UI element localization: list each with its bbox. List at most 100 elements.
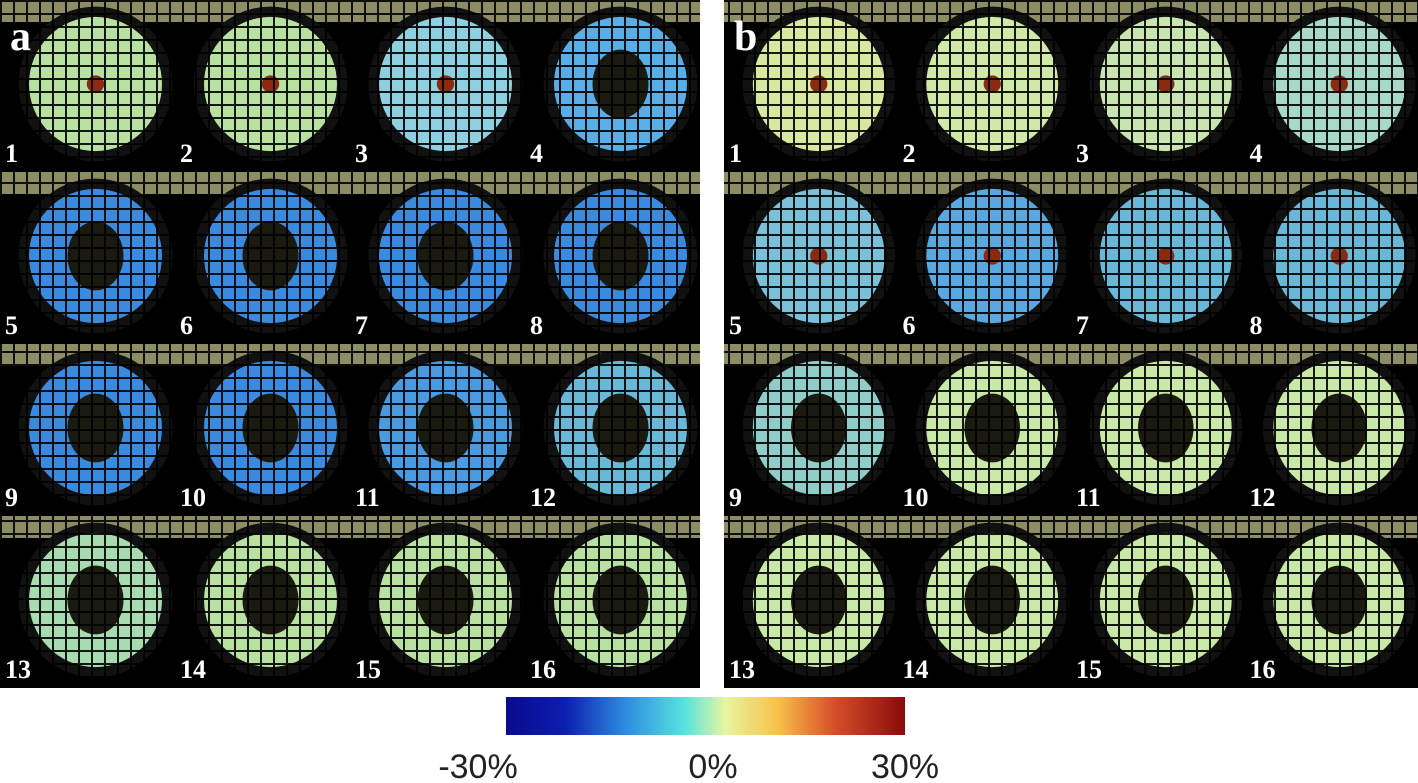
tile-grid [175,344,350,516]
image-tile: 12 [1244,344,1418,516]
tile-grid [724,344,898,516]
tile-number: 2 [903,139,916,168]
tile-number: 5 [5,311,18,340]
image-tile: 14 [897,516,1071,688]
tile-number: 15 [355,655,381,684]
tile-number: 3 [355,139,368,168]
image-tile: 9 [0,344,175,516]
image-tile: 3 [350,0,525,172]
tile-grid [1244,516,1418,688]
image-tile: 1 [0,0,175,172]
tile-number: 12 [1250,483,1276,512]
tile-number: 13 [5,655,31,684]
tile-grid [897,344,1071,516]
tile-number: 16 [530,655,556,684]
tile-number: 16 [1250,655,1276,684]
image-tile: 15 [1071,516,1245,688]
tile-grid [350,516,525,688]
image-tile: 2 [897,0,1071,172]
tile-grid [1071,516,1245,688]
tile-number: 11 [355,483,380,512]
tile-number: 3 [1076,139,1089,168]
tile-number: 7 [355,311,368,340]
tile-grid [724,172,898,344]
tile-number: 6 [180,311,193,340]
image-tile: 13 [0,516,175,688]
tile-number: 13 [729,655,755,684]
image-tile: 2 [175,0,350,172]
tile-number: 10 [180,483,206,512]
tile-number: 5 [729,311,742,340]
tile-grid [525,0,700,172]
tile-grid [350,172,525,344]
image-tile: 8 [1244,172,1418,344]
tile-grid [1244,0,1418,172]
tile-grid [897,172,1071,344]
image-tile: 10 [897,344,1071,516]
image-tile: 3 [1071,0,1245,172]
tile-number: 1 [729,139,742,168]
tile-grid [724,516,898,688]
tile-grid [1244,344,1418,516]
tile-grid [0,172,175,344]
image-tile: 11 [350,344,525,516]
tile-grid [0,0,175,172]
image-tile: 16 [1244,516,1418,688]
image-tile: 8 [525,172,700,344]
panel-letter: a [10,14,31,60]
image-tile: 7 [350,172,525,344]
tile-number: 9 [5,483,18,512]
colorbar-label: 0% [688,748,737,783]
tile-number: 4 [530,139,543,168]
image-tile: 15 [350,516,525,688]
tile-grid [525,516,700,688]
image-tile: 11 [1071,344,1245,516]
colorbar [506,697,905,735]
tile-grid [1071,172,1245,344]
tile-grid [724,0,898,172]
tile-grid [897,516,1071,688]
tile-grid [175,516,350,688]
image-tile: 1 [724,0,898,172]
tile-number: 15 [1076,655,1102,684]
tile-grid [175,0,350,172]
colorbar-label: 30% [871,748,939,783]
tile-grid [1244,172,1418,344]
tile-number: 9 [729,483,742,512]
tile-number: 4 [1250,139,1263,168]
tile-grid [350,0,525,172]
tile-grid [0,344,175,516]
tile-grid [897,0,1071,172]
image-tile: 6 [897,172,1071,344]
colorbar-label: -30% [438,748,517,783]
image-tile: 5 [724,172,898,344]
tile-number: 8 [530,311,543,340]
image-tile: 14 [175,516,350,688]
image-tile: 13 [724,516,898,688]
panel-letter: b [734,14,757,60]
image-tile: 7 [1071,172,1245,344]
image-tile: 5 [0,172,175,344]
tile-number: 2 [180,139,193,168]
tile-number: 7 [1076,311,1089,340]
tile-number: 10 [903,483,929,512]
tile-grid [525,172,700,344]
tile-grid [1071,344,1245,516]
tile-grid [175,172,350,344]
tile-number: 14 [903,655,929,684]
image-tile: 9 [724,344,898,516]
tile-grid [1071,0,1245,172]
image-tile: 4 [525,0,700,172]
image-tile: 4 [1244,0,1418,172]
tile-number: 12 [530,483,556,512]
tile-number: 1 [5,139,18,168]
image-tile: 16 [525,516,700,688]
tile-number: 11 [1076,483,1101,512]
image-tile: 10 [175,344,350,516]
image-tile: 12 [525,344,700,516]
tile-grid [525,344,700,516]
image-tile: 6 [175,172,350,344]
tile-number: 6 [903,311,916,340]
